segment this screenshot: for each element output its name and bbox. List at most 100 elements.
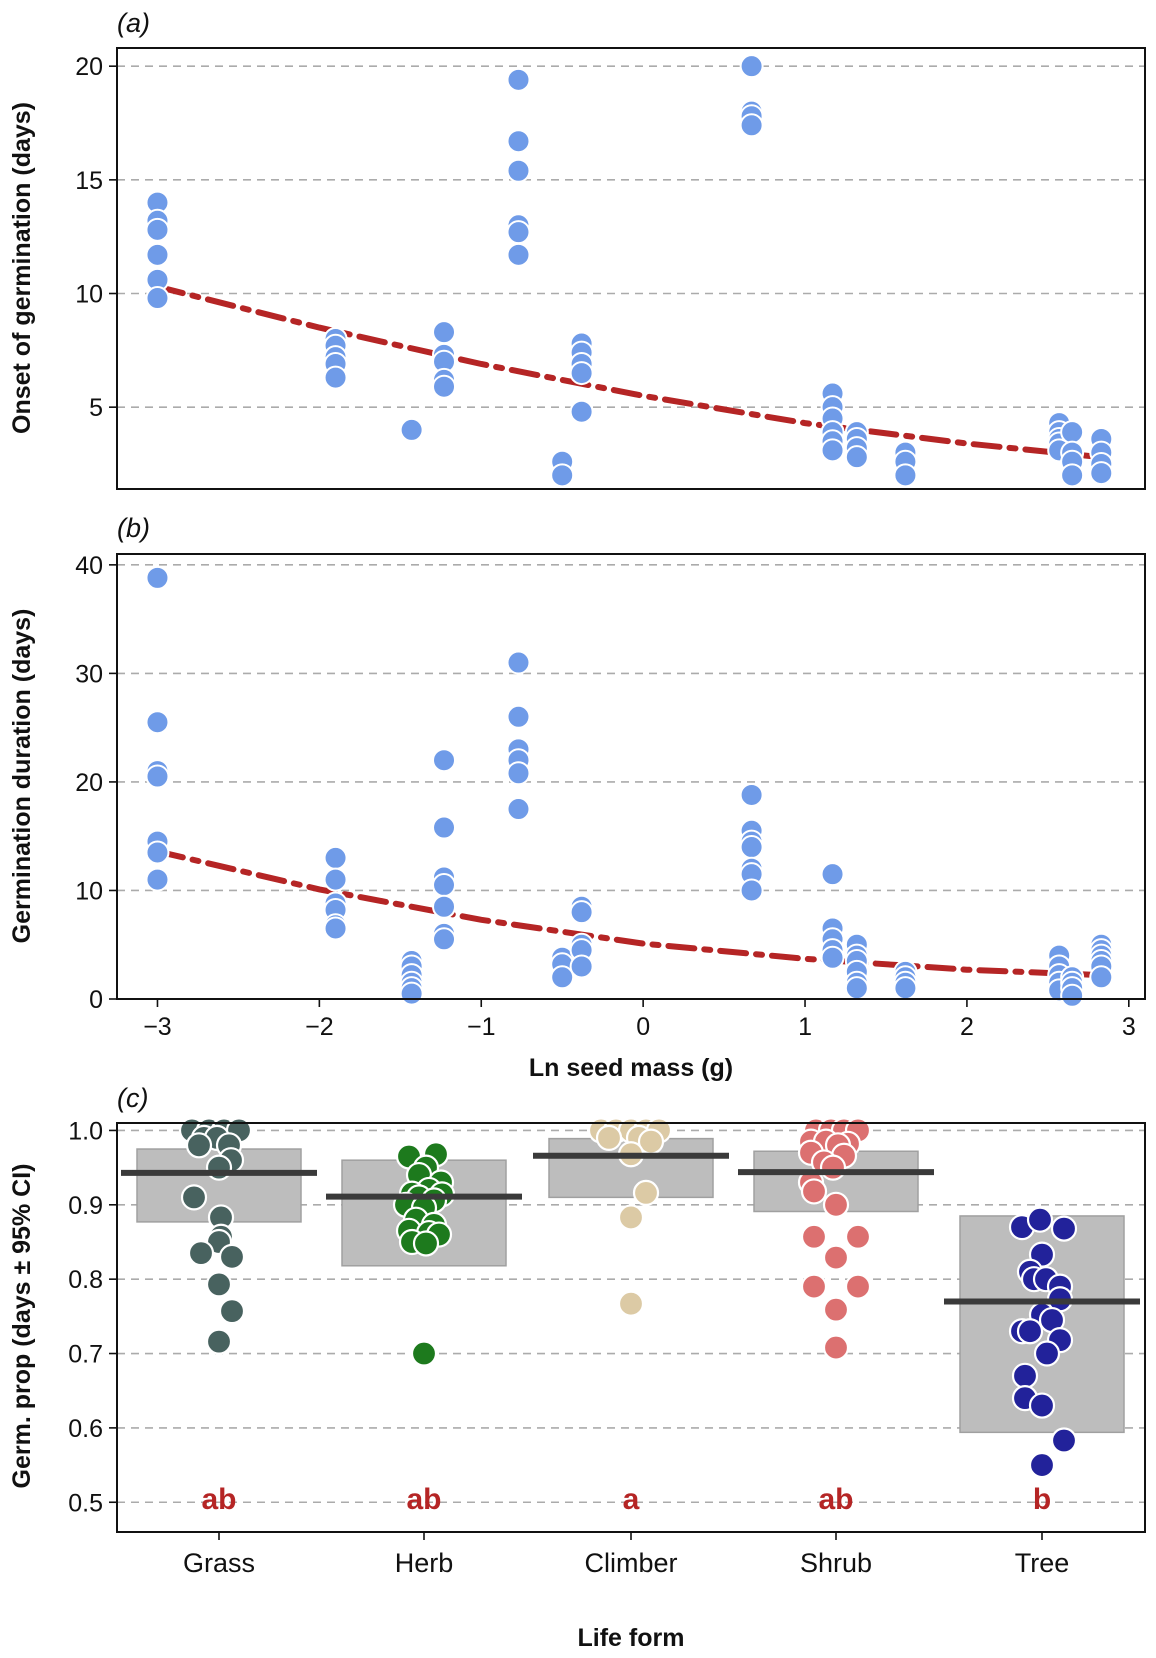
panel-a-data-point <box>820 438 845 463</box>
panel-b-data-point <box>432 927 457 952</box>
panel-b-x-tick-label: 0 <box>636 1013 650 1041</box>
panel-b-data-point <box>432 748 457 773</box>
panel-b-y-tick-label: 40 <box>75 552 103 580</box>
panel-a-data-point <box>550 463 575 488</box>
panel-c-x-tick-label-tree: Tree <box>1015 1548 1070 1578</box>
panel-b-fit-curve <box>154 848 1105 979</box>
panel-c-y-tick-label: 0.6 <box>68 1415 103 1443</box>
panel-c-point-shrub <box>819 1154 847 1181</box>
panel-a-points <box>145 54 1114 488</box>
panel-c-point-herb <box>410 1340 438 1367</box>
panel-b-data-point <box>145 840 170 865</box>
panel-a-data-point <box>145 217 170 242</box>
panel-c-point-tree <box>1028 1392 1056 1419</box>
panel-c-point-tree <box>1016 1318 1044 1345</box>
panel-c-mean-lines <box>121 1152 1140 1305</box>
panel-c-germination-proportion: (c) ab ab a ab b 0.5 0.6 0.7 0.8 0.9 1.0 Grass Her… <box>8 1083 1146 1652</box>
panel-a-y-tick-label: 15 <box>75 167 103 195</box>
panel-c-point-herb <box>412 1230 440 1257</box>
panel-b-y-tick-label: 0 <box>89 986 103 1014</box>
panel-c-x-ticks: Grass Herb Climber Shrub Tree <box>183 1532 1069 1578</box>
panel-b-x-tick-label: 3 <box>1122 1013 1136 1041</box>
panel-c-letter-grass: ab <box>201 1483 236 1516</box>
panel-c-ci-boxes <box>136 1137 1125 1434</box>
panel-b-x-tick-label: 2 <box>960 1013 974 1041</box>
panel-a-onset-of-germination: (a) 5 10 15 20 Onset of germination (days) <box>8 8 1146 490</box>
panel-c-x-tick-label-herb: Herb <box>395 1548 454 1578</box>
panel-c-significance-letters: ab ab a ab b <box>201 1483 1051 1516</box>
panel-b-data-point <box>145 565 170 590</box>
panel-b-x-tick-label: −2 <box>305 1013 334 1041</box>
panel-b-x-tick-label: −3 <box>143 1013 172 1041</box>
panel-a-data-point <box>506 129 531 154</box>
panel-a-data-point <box>506 158 531 183</box>
panel-b-fit-line <box>154 848 1105 979</box>
panel-a-data-point <box>506 67 531 92</box>
panel-b-x-ticks: −3 −2 −1 0 1 2 3 <box>143 999 1136 1041</box>
panel-a-data-point <box>1089 461 1114 486</box>
panel-c-letter-shrub: ab <box>818 1483 853 1516</box>
panel-a-data-point <box>1060 463 1085 488</box>
panel-b-data-point <box>323 845 348 870</box>
panel-a-data-point <box>844 445 869 470</box>
panel-b-gridlines <box>117 564 1145 1000</box>
panel-a-gridlines <box>117 65 1145 408</box>
panel-a-data-point <box>432 320 457 345</box>
panel-c-point-grass <box>185 1132 213 1159</box>
panel-c-point-grass <box>187 1240 215 1267</box>
panel-c-point-climber <box>617 1204 645 1231</box>
panel-a-data-point <box>432 374 457 399</box>
panel-a-fit-curve <box>154 283 1105 461</box>
panel-b-data-point <box>323 916 348 941</box>
panel-c-y-tick-label: 0.7 <box>68 1341 103 1369</box>
panel-b-data-point <box>145 710 170 735</box>
panel-c-point-shrub <box>844 1223 872 1250</box>
panel-a-data-point <box>399 417 424 442</box>
panel-b-x-tick-label: 1 <box>798 1013 812 1041</box>
panel-b-data-point <box>820 945 845 970</box>
panel-b-data-point <box>323 867 348 892</box>
panel-c-x-tick-label-grass: Grass <box>183 1548 255 1578</box>
panel-c-point-shrub <box>800 1178 828 1205</box>
panel-b-data-point <box>820 862 845 887</box>
panel-a-data-point <box>145 286 170 311</box>
panel-b-frame <box>116 553 1146 1000</box>
panel-b-y-tick-label: 10 <box>75 877 103 905</box>
panel-a-data-point <box>739 54 764 79</box>
panel-c-point-tree <box>1011 1362 1039 1389</box>
panel-a-data-point <box>569 399 594 424</box>
panel-b-data-point <box>145 764 170 789</box>
panel-b-x-tick-label: −1 <box>467 1013 496 1041</box>
panel-c-x-axis-title: Life form <box>578 1624 685 1652</box>
panel-c-letter-tree: b <box>1033 1483 1051 1516</box>
panel-c-letter-climber: a <box>623 1483 640 1516</box>
panel-c-point-shrub <box>822 1296 850 1323</box>
panel-b-y-tick-label: 20 <box>75 769 103 797</box>
panel-c-point-tree <box>1050 1215 1078 1242</box>
panel-b-data-point <box>893 976 918 1001</box>
panel-b-data-point <box>145 867 170 892</box>
panel-c-tag: (c) <box>117 1083 148 1113</box>
panel-c-point-grass <box>218 1298 246 1325</box>
panel-a-data-point <box>506 242 531 267</box>
panel-c-point-tree <box>1033 1340 1061 1367</box>
panel-c-point-tree <box>1028 1451 1056 1479</box>
panel-b-data-point <box>1060 983 1085 1008</box>
panel-b-y-tick-label: 30 <box>75 660 103 688</box>
panel-c-point-shrub <box>844 1273 872 1300</box>
panel-b-data-point <box>739 782 764 807</box>
panel-a-data-point <box>506 220 531 245</box>
panel-c-point-tree <box>1026 1206 1054 1233</box>
panel-c-point-grass <box>180 1184 208 1211</box>
panel-b-data-point <box>550 965 575 990</box>
panel-a-frame <box>116 47 1146 490</box>
panel-c-point-grass <box>218 1243 246 1270</box>
panel-c-y-tick-label: 0.9 <box>68 1192 103 1220</box>
panel-b-data-point <box>432 894 457 919</box>
panel-a-y-tick-label: 5 <box>89 394 103 422</box>
panel-b-data-point <box>1089 965 1114 990</box>
panel-b-data-point <box>844 976 869 1001</box>
panel-b-y-axis-title: Germination duration (days) <box>8 609 36 944</box>
panel-a-y-tick-label: 10 <box>75 281 103 309</box>
